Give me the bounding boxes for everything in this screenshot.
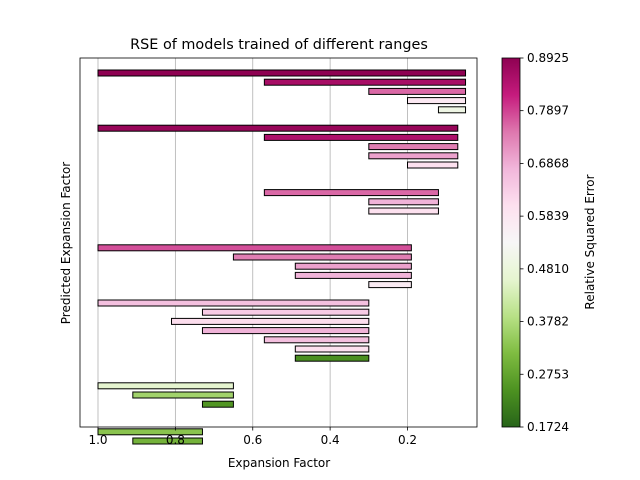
bar-18 <box>97 299 370 307</box>
bar-28 <box>97 428 203 436</box>
colorbar-tick-label-2: 0.6868 <box>527 156 569 170</box>
x-tick-label-2: 0.6 <box>243 433 262 447</box>
colorbar-ticks: 0.8925 0.7897 0.6868 0.5839 0.4810 0.3782 0.27… <box>520 51 569 434</box>
bar-2 <box>368 87 467 95</box>
bar-27 <box>201 400 234 408</box>
colorbar-tick-label-3: 0.5839 <box>527 209 569 223</box>
bar-24 <box>294 354 370 362</box>
colorbar-tick-label-0: 0.8925 <box>527 51 569 65</box>
x-tick-label-1: 0.8 <box>166 433 185 447</box>
bar-19 <box>201 308 370 316</box>
bar-25 <box>97 382 234 390</box>
bar-3 <box>407 97 467 105</box>
bar-6 <box>263 133 459 141</box>
x-axis-ticks: 1.0 0.8 0.6 0.4 0.2 <box>88 427 417 447</box>
x-tick-label-0: 1.0 <box>88 433 107 447</box>
colorbar-tick-label-7: 0.1724 <box>527 420 569 434</box>
colorbar <box>501 57 521 428</box>
bar-20 <box>171 317 370 325</box>
colorbar-tick-label-5: 0.3782 <box>527 315 569 329</box>
bar-7 <box>368 143 459 151</box>
bar-5 <box>97 124 459 132</box>
bar-9 <box>407 161 459 169</box>
x-tick-label-4: 0.2 <box>398 433 417 447</box>
bar-17 <box>368 281 412 289</box>
bar-12 <box>368 207 439 215</box>
bar-22 <box>263 336 370 344</box>
plot-area-frame <box>79 57 478 428</box>
bar-8 <box>368 152 459 160</box>
bar-15 <box>294 262 412 270</box>
colorbar-tick-label-6: 0.2753 <box>527 367 569 381</box>
chart-title: RSE of models trained of different range… <box>130 37 428 53</box>
bar-0 <box>97 69 467 77</box>
colorbar-tick-label-1: 0.7897 <box>527 104 569 118</box>
bar-16 <box>294 271 412 279</box>
bar-14 <box>232 253 412 261</box>
bar-11 <box>368 198 439 206</box>
bar-4 <box>437 106 467 114</box>
bar-10 <box>263 189 439 197</box>
x-gridlines <box>97 58 408 427</box>
bar-13 <box>97 244 412 252</box>
x-axis-label: Expansion Factor <box>228 456 330 470</box>
bar-29 <box>132 437 203 445</box>
bar-21 <box>201 327 370 335</box>
bar-1 <box>263 78 467 86</box>
colorbar-tick-label-4: 0.4810 <box>527 262 569 276</box>
colorbar-label: Relative Squared Error <box>583 174 597 309</box>
bar-26 <box>132 391 234 399</box>
y-axis-label: Predicted Expansion Factor <box>59 162 73 325</box>
bars-layer <box>97 69 467 445</box>
x-tick-label-3: 0.4 <box>321 433 340 447</box>
bar-23 <box>294 345 370 353</box>
